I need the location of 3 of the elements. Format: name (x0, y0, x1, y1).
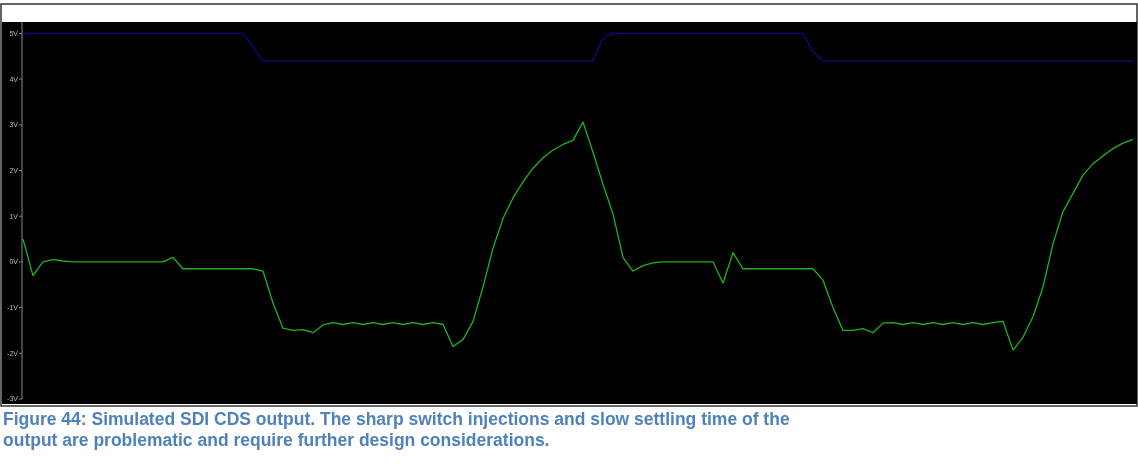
line-series (22, 32, 1134, 62)
caption: Figure 44: Simulated SDI CDS output. The sharp switch injections and slow settling time of the output are problematic and require further design considerations. (3, 409, 790, 450)
line-series (22, 121, 1134, 351)
